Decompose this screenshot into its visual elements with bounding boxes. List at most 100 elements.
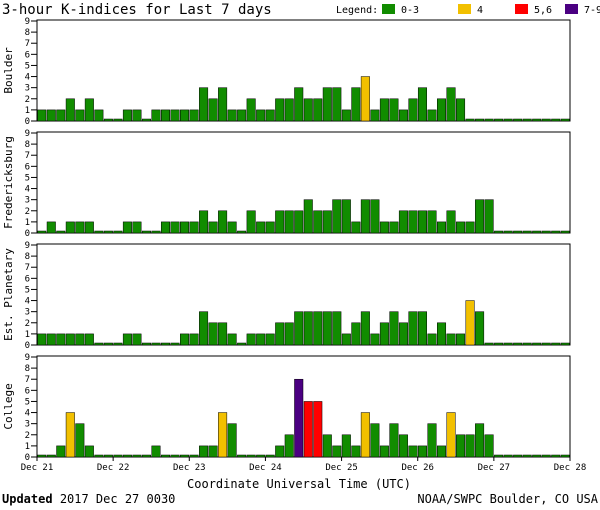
bar	[180, 454, 190, 458]
bar	[256, 333, 266, 346]
bar	[446, 412, 456, 458]
bar	[303, 98, 313, 122]
panel-frame-0	[36, 19, 571, 122]
bar	[379, 322, 389, 346]
bar	[189, 221, 199, 234]
bar	[65, 98, 75, 122]
bar	[46, 221, 56, 234]
bar	[151, 109, 161, 122]
bar	[332, 87, 342, 122]
bar	[284, 434, 294, 458]
y-tick-label: 0	[25, 229, 30, 239]
bar	[265, 109, 275, 122]
bar	[513, 118, 523, 122]
bar	[541, 118, 551, 122]
bar	[484, 199, 494, 234]
bar	[437, 221, 447, 234]
bar	[84, 445, 94, 458]
y-tick-label: 0	[25, 117, 30, 127]
bar	[237, 342, 247, 346]
bar	[408, 98, 418, 122]
bar	[322, 434, 332, 458]
bar	[303, 311, 313, 346]
y-tick-label: 7	[25, 263, 30, 273]
bar	[265, 454, 275, 458]
bar	[456, 98, 466, 122]
bar	[265, 333, 275, 346]
bar	[313, 311, 323, 346]
bar	[122, 333, 132, 346]
bar	[427, 210, 437, 234]
bar	[294, 87, 304, 122]
y-tick-label: 9	[25, 353, 30, 363]
bar	[494, 230, 504, 234]
bar	[389, 311, 399, 346]
bar	[75, 423, 85, 458]
bar	[237, 454, 247, 458]
bar	[208, 445, 218, 458]
legend-item-label-3: 7-9	[584, 5, 600, 16]
bar	[180, 333, 190, 346]
bar	[284, 98, 294, 122]
bar	[46, 454, 56, 458]
y-tick-label: 1	[25, 218, 30, 228]
bar	[65, 221, 75, 234]
bar	[398, 322, 408, 346]
bar	[351, 221, 361, 234]
bar	[560, 342, 570, 346]
bar	[284, 210, 294, 234]
bar	[465, 221, 475, 234]
y-tick-label: 5	[25, 285, 30, 295]
bar	[408, 311, 418, 346]
bar	[465, 118, 475, 122]
bar	[275, 210, 285, 234]
bar	[417, 445, 427, 458]
bar	[275, 98, 285, 122]
bar	[37, 454, 47, 458]
x-tick-label: Dec 28	[554, 463, 587, 473]
bar	[437, 445, 447, 458]
bar	[465, 300, 475, 346]
bar	[294, 378, 304, 458]
panel-label-0: Boulder	[2, 47, 15, 94]
bar	[379, 445, 389, 458]
bar	[437, 322, 447, 346]
bar	[322, 210, 332, 234]
bar	[398, 434, 408, 458]
bar	[160, 109, 171, 122]
legend-swatch-1	[458, 4, 471, 14]
y-tick-label: 6	[25, 386, 30, 396]
bar	[389, 423, 399, 458]
bar	[208, 98, 218, 122]
bar	[132, 109, 142, 122]
bar	[379, 98, 389, 122]
bar	[189, 333, 199, 346]
bar	[227, 333, 237, 346]
y-tick-label: 2	[25, 207, 30, 217]
x-tick-label: Dec 21	[21, 463, 54, 473]
bar	[160, 342, 171, 346]
bar	[141, 454, 151, 458]
legend-swatch-0	[382, 4, 395, 14]
bar	[456, 434, 466, 458]
bar	[65, 412, 75, 458]
y-tick-label: 9	[25, 17, 30, 27]
bar	[132, 221, 142, 234]
footer-updated: Updated 2017 Dec 27 0030	[2, 492, 175, 506]
bar	[37, 333, 47, 346]
bar	[256, 454, 266, 458]
bar	[398, 210, 408, 234]
bar	[122, 109, 132, 122]
bar	[341, 434, 351, 458]
panel-frame-1	[36, 131, 571, 234]
bar	[180, 221, 190, 234]
y-tick-label: 6	[25, 162, 30, 172]
bar	[218, 210, 228, 234]
y-tick-label: 1	[25, 442, 30, 452]
y-tick-label: 9	[25, 129, 30, 139]
bar	[103, 230, 113, 234]
